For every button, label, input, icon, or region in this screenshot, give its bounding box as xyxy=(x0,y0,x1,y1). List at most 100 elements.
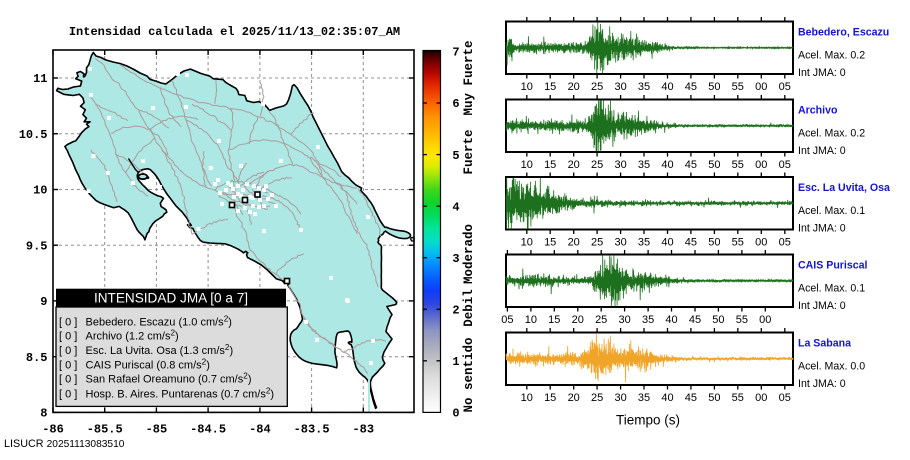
svg-text:Archivo (1.2 cm/s2): Archivo (1.2 cm/s2) xyxy=(86,329,179,343)
svg-text:Int JMA: 0: Int JMA: 0 xyxy=(798,222,846,234)
svg-text:55: 55 xyxy=(736,314,748,326)
svg-text:3: 3 xyxy=(452,252,459,266)
svg-text:Archivo: Archivo xyxy=(798,105,838,117)
svg-text:30: 30 xyxy=(614,81,626,93)
svg-text:Muy Fuerte: Muy Fuerte xyxy=(462,40,476,115)
svg-text:05: 05 xyxy=(779,159,791,171)
svg-text:10.5: 10.5 xyxy=(19,128,48,142)
svg-text:15: 15 xyxy=(544,392,556,404)
svg-text:00: 00 xyxy=(759,314,771,326)
svg-text:50: 50 xyxy=(708,81,720,93)
svg-text:Acel. Max. 0.1: Acel. Max. 0.1 xyxy=(798,282,865,294)
svg-text:35: 35 xyxy=(638,392,650,404)
svg-text:45: 45 xyxy=(685,392,697,404)
svg-text:[ 0 ]: [ 0 ] xyxy=(59,345,77,357)
svg-text:25: 25 xyxy=(595,314,607,326)
svg-text:20: 20 xyxy=(568,392,580,404)
svg-text:-83: -83 xyxy=(352,423,374,437)
svg-text:5: 5 xyxy=(452,149,459,163)
svg-text:25: 25 xyxy=(591,159,603,171)
svg-text:25: 25 xyxy=(591,81,603,93)
svg-text:55: 55 xyxy=(732,392,744,404)
svg-text:15: 15 xyxy=(544,81,556,93)
svg-text:45: 45 xyxy=(685,81,697,93)
svg-text:No sentido: No sentido xyxy=(462,337,476,412)
svg-text:00: 00 xyxy=(755,392,767,404)
svg-text:35: 35 xyxy=(638,237,650,249)
svg-text:[ 0 ]: [ 0 ] xyxy=(59,374,77,386)
svg-text:20: 20 xyxy=(572,314,584,326)
svg-text:45: 45 xyxy=(685,237,697,249)
svg-text:50: 50 xyxy=(712,314,724,326)
svg-text:35: 35 xyxy=(638,159,650,171)
svg-text:CAIS Puriscal: CAIS Puriscal xyxy=(798,260,868,272)
svg-text:10: 10 xyxy=(521,237,533,249)
svg-text:10: 10 xyxy=(525,314,537,326)
svg-text:9.5: 9.5 xyxy=(26,239,48,253)
svg-text:La Sabana: La Sabana xyxy=(798,338,851,350)
svg-text:San Rafael Oreamuno (0.7 cm/s2: San Rafael Oreamuno (0.7 cm/s2) xyxy=(86,372,252,386)
svg-text:11: 11 xyxy=(33,72,47,86)
svg-text:-83.5: -83.5 xyxy=(294,423,330,437)
svg-text:9: 9 xyxy=(40,295,47,309)
svg-text:[ 0 ]: [ 0 ] xyxy=(59,388,77,400)
svg-text:05: 05 xyxy=(501,314,513,326)
svg-text:INTENSIDAD JMA [0 a 7]: INTENSIDAD JMA [0 a 7] xyxy=(94,291,248,306)
svg-text:1: 1 xyxy=(452,355,459,369)
svg-text:Esc. La Uvita, Osa: Esc. La Uvita, Osa xyxy=(798,182,890,194)
svg-text:20: 20 xyxy=(568,159,580,171)
svg-text:Bebedero, Escazu: Bebedero, Escazu xyxy=(798,27,889,39)
svg-text:Acel. Max. 0.2: Acel. Max. 0.2 xyxy=(798,127,865,139)
svg-text:4: 4 xyxy=(452,200,459,214)
svg-text:0: 0 xyxy=(452,407,459,421)
svg-text:40: 40 xyxy=(661,159,673,171)
svg-text:40: 40 xyxy=(661,237,673,249)
svg-text:55: 55 xyxy=(732,81,744,93)
svg-text:Esc. La Uvita. Osa (1.3 cm/s2): Esc. La Uvita. Osa (1.3 cm/s2) xyxy=(86,343,234,357)
svg-text:30: 30 xyxy=(614,159,626,171)
svg-text:30: 30 xyxy=(614,237,626,249)
svg-text:50: 50 xyxy=(708,392,720,404)
svg-text:-85: -85 xyxy=(146,423,168,437)
svg-text:Fuerte: Fuerte xyxy=(462,129,476,174)
svg-text:55: 55 xyxy=(732,237,744,249)
svg-text:10: 10 xyxy=(521,81,533,93)
svg-text:25: 25 xyxy=(591,237,603,249)
svg-text:30: 30 xyxy=(614,392,626,404)
svg-text:Acel. Max. 0.2: Acel. Max. 0.2 xyxy=(798,49,865,61)
svg-text:6: 6 xyxy=(452,97,459,111)
svg-text:35: 35 xyxy=(638,81,650,93)
svg-text:-85.5: -85.5 xyxy=(87,423,123,437)
svg-text:10: 10 xyxy=(521,159,533,171)
svg-text:[ 0 ]: [ 0 ] xyxy=(59,331,77,343)
svg-text:Moderado: Moderado xyxy=(462,224,476,284)
svg-text:45: 45 xyxy=(689,314,701,326)
svg-text:CAIS Puriscal (0.8 cm/s2): CAIS Puriscal (0.8 cm/s2) xyxy=(86,358,210,372)
svg-text:[ 0 ]: [ 0 ] xyxy=(59,360,77,372)
svg-text:05: 05 xyxy=(779,392,791,404)
svg-text:00: 00 xyxy=(755,159,767,171)
svg-text:05: 05 xyxy=(779,81,791,93)
svg-text:20: 20 xyxy=(568,81,580,93)
svg-text:20: 20 xyxy=(568,237,580,249)
svg-text:-84.5: -84.5 xyxy=(190,423,226,437)
svg-text:55: 55 xyxy=(732,159,744,171)
svg-text:35: 35 xyxy=(642,314,654,326)
svg-text:8.5: 8.5 xyxy=(26,351,48,365)
svg-text:10: 10 xyxy=(33,184,47,198)
svg-text:40: 40 xyxy=(661,81,673,93)
svg-text:Intensidad calculada el 2025/1: Intensidad calculada el 2025/11/13_02:35… xyxy=(69,25,400,39)
svg-text:40: 40 xyxy=(661,392,673,404)
svg-text:Bebedero. Escazu (1.0 cm/s2): Bebedero. Escazu (1.0 cm/s2) xyxy=(86,315,232,329)
svg-text:Int JMA: 0: Int JMA: 0 xyxy=(798,300,846,312)
svg-text:8: 8 xyxy=(40,407,47,421)
svg-text:40: 40 xyxy=(665,314,677,326)
svg-text:10: 10 xyxy=(521,392,533,404)
svg-text:45: 45 xyxy=(685,159,697,171)
svg-text:-86: -86 xyxy=(42,423,64,437)
svg-text:Debil: Debil xyxy=(462,289,476,327)
svg-text:30: 30 xyxy=(618,314,630,326)
svg-text:00: 00 xyxy=(755,81,767,93)
svg-text:15: 15 xyxy=(544,237,556,249)
svg-text:Acel. Max. 0.0: Acel. Max. 0.0 xyxy=(798,360,865,372)
